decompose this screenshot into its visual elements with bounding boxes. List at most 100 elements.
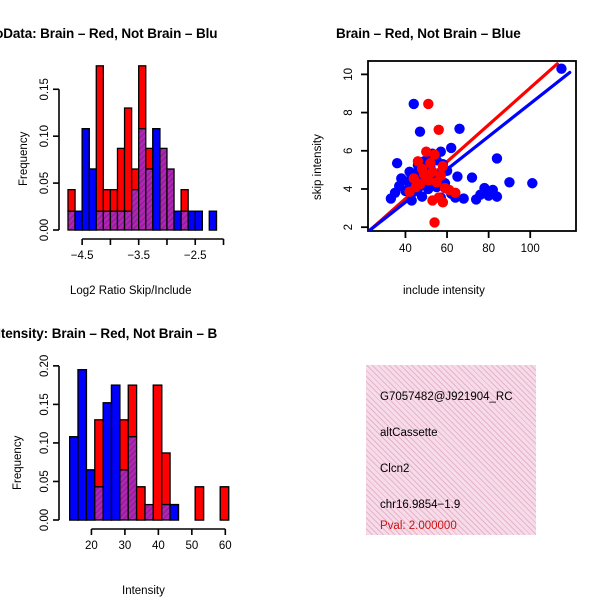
y-tick-label: 6 xyxy=(343,148,355,154)
scatter-point xyxy=(404,186,415,198)
scatter-point xyxy=(431,177,442,188)
scatter-point xyxy=(429,217,440,228)
scatter-point xyxy=(423,183,434,195)
scatter-point xyxy=(414,126,426,137)
histogram-bar-overlap xyxy=(102,210,112,231)
x-tick-label: 60 xyxy=(219,540,232,552)
scatter-point xyxy=(427,166,438,177)
x-tick-label: 40 xyxy=(152,540,165,552)
histogram-bar-overlap xyxy=(127,436,138,521)
histogram-bar xyxy=(74,210,83,231)
scatter-point xyxy=(391,157,403,169)
ratio-histogram-plot: 0.00 0.05 0.10 0.15 −4.5 −3.5 −2.5 xyxy=(39,65,225,262)
scatter-point xyxy=(466,172,478,183)
scatter-plot: 2 4 6 8 10 40 60 80 100 xyxy=(343,60,577,255)
histogram-bar-overlap xyxy=(109,210,119,231)
scatter-point xyxy=(416,191,428,202)
annotation-hatch-pattern xyxy=(366,365,536,535)
annotation-event-type: altCassette xyxy=(380,427,438,439)
histogram-bar xyxy=(95,65,104,212)
x-tick-label: 80 xyxy=(482,243,495,255)
annotation-panel: G7057482@J921904_RC altCassette Clcn2 ch… xyxy=(366,365,536,535)
histogram-bar-overlap xyxy=(180,210,189,231)
y-tick-label: 0.15 xyxy=(39,393,51,415)
scatter-point xyxy=(454,123,465,135)
x-tick-label: 100 xyxy=(521,243,540,255)
scatter-title: Brain – Red, Not Brain – Blue xyxy=(336,26,521,41)
x-tick-label: 20 xyxy=(85,540,98,552)
histogram-bar xyxy=(94,419,104,488)
histogram-bar-overlap xyxy=(116,210,126,231)
y-tick-label: 0.00 xyxy=(39,219,51,241)
scatter-point xyxy=(452,171,463,182)
histogram-bar xyxy=(119,419,129,471)
scatter-point xyxy=(491,191,503,202)
scatter-point xyxy=(429,149,440,160)
x-tick-label: 60 xyxy=(441,243,454,255)
x-tick-label: −2.5 xyxy=(184,250,207,262)
scatter-point xyxy=(437,160,449,172)
histogram-bar xyxy=(110,384,121,521)
scatter-point xyxy=(412,156,424,167)
y-tick-label: 2 xyxy=(343,224,355,230)
annotation-locus: chr16.9854−1.9 xyxy=(380,499,461,511)
annotation-pval: Pval: 2.000000 xyxy=(380,520,457,532)
annotation-probe-id: G7057482@J921904_RC xyxy=(380,391,513,403)
histogram-bar xyxy=(187,210,196,231)
histogram-bar xyxy=(152,384,163,521)
scatter-point xyxy=(470,194,482,205)
histogram-bar xyxy=(138,65,147,130)
ratio-histogram-title: RatioData: Brain – Red, Not Brain – Blu xyxy=(0,26,218,41)
histogram-bar xyxy=(194,210,203,231)
histogram-bar-overlap xyxy=(166,168,175,231)
histogram-bar-overlap xyxy=(123,210,133,231)
intensity-histogram-title: ne Itensity: Brain – Red, Not Brain – B xyxy=(0,326,218,341)
y-tick-label: 0.05 xyxy=(39,172,51,194)
histogram-bar-overlap xyxy=(94,486,104,521)
intensity-histogram-xlabel: Intensity xyxy=(122,585,165,597)
histogram-bar-overlap xyxy=(130,189,140,231)
histogram-bar xyxy=(169,503,180,521)
y-tick-label: 0.10 xyxy=(39,125,51,147)
histogram-bar xyxy=(102,402,113,521)
histogram-bar xyxy=(81,128,90,231)
y-tick-label: 4 xyxy=(343,185,355,192)
scatter-point xyxy=(437,197,449,208)
histogram-bar xyxy=(152,128,161,231)
histogram-bar xyxy=(135,486,146,521)
histogram-bar xyxy=(109,189,119,212)
scatter-point xyxy=(408,98,419,110)
histogram-bar xyxy=(67,189,76,212)
histogram-bar xyxy=(145,147,154,170)
histogram-bar-overlap xyxy=(67,210,76,231)
scatter-point xyxy=(450,187,461,198)
histogram-bar xyxy=(130,168,140,191)
scatter-point xyxy=(433,124,444,135)
histogram-bar xyxy=(194,486,205,521)
y-tick-label: 10 xyxy=(343,68,355,81)
x-tick-label: 40 xyxy=(399,243,412,255)
histogram-bar xyxy=(161,452,171,506)
histogram-bar-overlap xyxy=(138,128,147,231)
plot-box xyxy=(367,60,577,232)
regression-line xyxy=(368,62,559,231)
y-tick-label: 0.15 xyxy=(39,78,51,100)
histogram-bar-overlap xyxy=(119,469,129,521)
annotation-gene: Clcn2 xyxy=(380,463,410,475)
scatter-point xyxy=(504,177,515,188)
intensity-histogram-plot: 0.00 0.05 0.10 0.15 0.20 20 30 40 50 60 xyxy=(39,355,232,552)
histogram-bar xyxy=(127,384,138,438)
histogram-bar xyxy=(123,107,133,212)
scatter-xlabel: include intensity xyxy=(403,285,485,297)
y-tick-label: 0.10 xyxy=(39,432,51,454)
x-tick-label: 30 xyxy=(118,540,131,552)
scatter-point xyxy=(527,178,538,189)
scatter-point xyxy=(458,193,469,204)
ratio-histogram-xlabel: Log2 Ratio Skip/Include xyxy=(70,285,192,297)
scatter-point xyxy=(423,175,434,186)
scatter-point xyxy=(423,98,434,110)
x-tick-label: 50 xyxy=(185,540,198,552)
histogram-bar-overlap xyxy=(144,503,154,521)
histogram-bar xyxy=(85,469,96,521)
histogram-bar-overlap xyxy=(95,210,104,231)
